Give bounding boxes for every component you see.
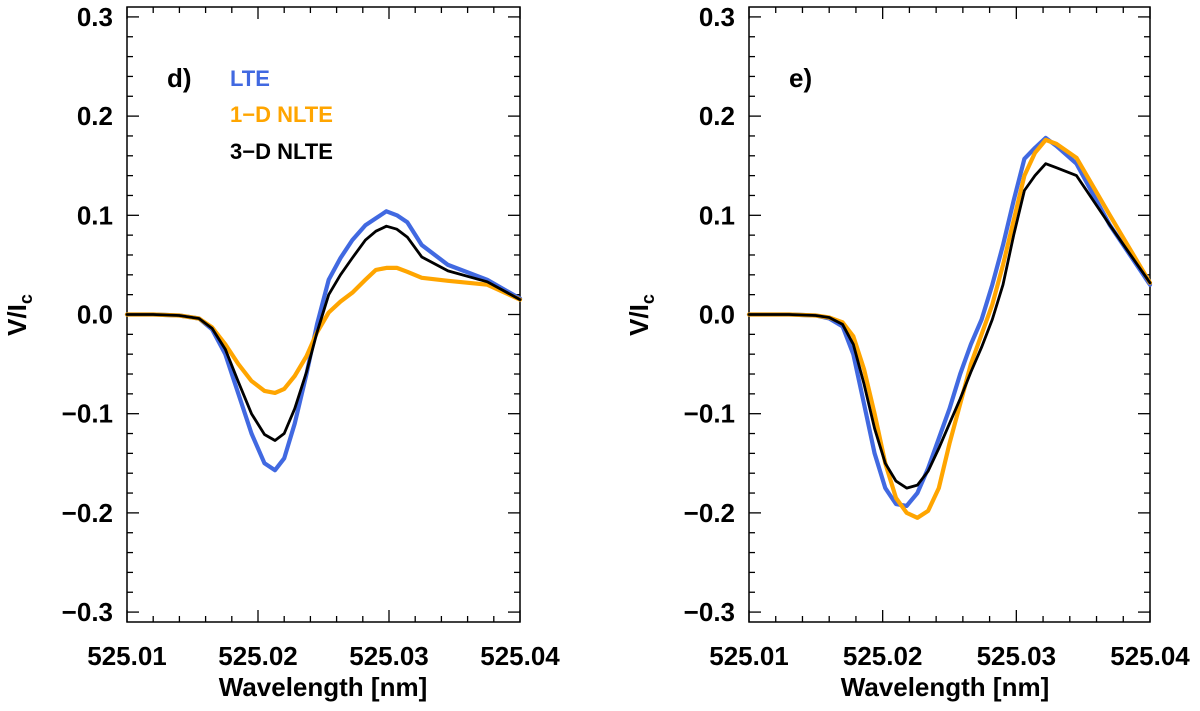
y-tick-label: 0.2 bbox=[77, 101, 113, 131]
panel-e-y-axis-label: V/Ic bbox=[624, 294, 658, 336]
x-tick-label: 525.04 bbox=[480, 641, 560, 671]
panel-d-y-axis-label-sub: c bbox=[16, 294, 36, 304]
y-tick-label: −0.3 bbox=[62, 597, 113, 627]
legend-lte: LTE bbox=[230, 66, 270, 91]
x-tick-label: 525.02 bbox=[843, 641, 923, 671]
y-tick-label: −0.1 bbox=[62, 399, 113, 429]
x-tick-label: 525.02 bbox=[218, 641, 298, 671]
x-tick-label: 525.01 bbox=[87, 641, 167, 671]
panel-d-y-axis-label: V/Ic bbox=[2, 294, 36, 336]
panel-e-y-axis-label-sub: c bbox=[638, 294, 658, 304]
panel-d-plot-area: 525.01 525.02 525.03 525.04 0.3 0.2 0.1 0.0 −0.1… bbox=[62, 2, 561, 671]
x-tick-label: 525.01 bbox=[709, 641, 789, 671]
y-tick-label: −0.1 bbox=[684, 399, 735, 429]
panel-d: 525.01 525.02 525.03 525.04 0.3 0.2 0.1 0.0 −0.1… bbox=[2, 2, 560, 702]
panel-e-label: e) bbox=[789, 63, 812, 93]
series-line-1-d-nlte bbox=[124, 265, 523, 395]
series-line-3-d-nlte bbox=[125, 224, 522, 442]
panel-d-x-axis-label: Wavelength [nm] bbox=[219, 672, 427, 702]
panel-d-label: d) bbox=[167, 63, 192, 93]
y-tick-label: 0.2 bbox=[699, 101, 735, 131]
panel-e-plot-area: 525.01 525.02 525.03 525.04 0.3 0.2 0.1 0.0 −0.1… bbox=[684, 2, 1191, 671]
x-tick-label: 525.04 bbox=[1110, 641, 1190, 671]
y-tick-label: −0.2 bbox=[62, 498, 113, 528]
y-tick-label: −0.2 bbox=[684, 498, 735, 528]
legend-3d-nlte: 3−D NLTE bbox=[230, 139, 333, 164]
series-line-3-d-nlte bbox=[747, 162, 1152, 490]
legend-1d-nlte: 1−D NLTE bbox=[230, 102, 333, 127]
y-tick-label: 0.1 bbox=[699, 200, 735, 230]
y-tick-label: 0.3 bbox=[699, 2, 735, 32]
panel-e: 525.01 525.02 525.03 525.04 0.3 0.2 0.1 0.0 −0.1… bbox=[624, 2, 1190, 702]
x-tick-label: 525.03 bbox=[977, 641, 1057, 671]
panel-e-x-axis-label: Wavelength [nm] bbox=[841, 672, 1049, 702]
panel-d-y-axis-label-main: V/I bbox=[2, 304, 32, 336]
x-tick-label: 525.03 bbox=[349, 641, 429, 671]
series-line-lte bbox=[746, 135, 1153, 508]
y-tick-label: −0.3 bbox=[684, 597, 735, 627]
series-line-1-d-nlte bbox=[746, 137, 1153, 520]
panel-e-y-axis-label-main: V/I bbox=[624, 304, 654, 336]
y-tick-label: 0.0 bbox=[77, 300, 113, 330]
y-tick-label: 0.3 bbox=[77, 2, 113, 32]
y-tick-label: 0.1 bbox=[77, 200, 113, 230]
series-line-lte bbox=[124, 209, 523, 473]
y-tick-label: 0.0 bbox=[699, 300, 735, 330]
